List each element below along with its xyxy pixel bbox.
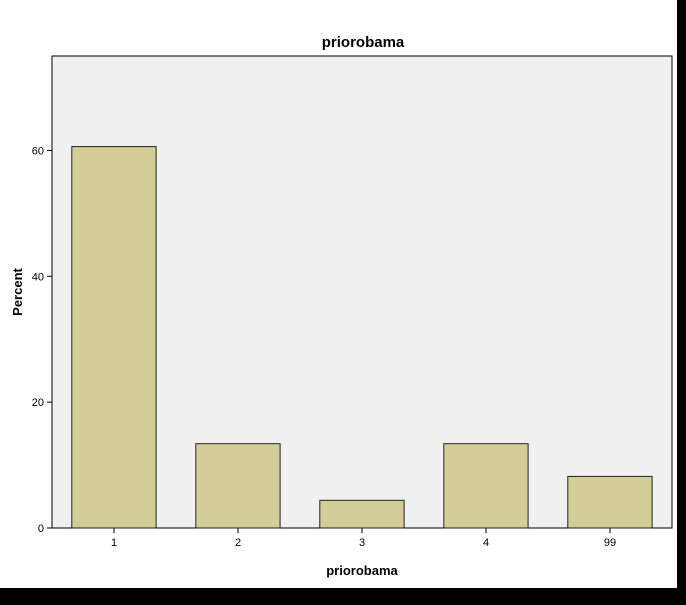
x-tick-label: 99 — [604, 537, 616, 549]
bar-2 — [195, 443, 281, 529]
y-axis-label: Percent — [10, 267, 25, 315]
bar-chart: priorobama 0 20 40 60 1 2 3 4 99 Percent prioro… — [10, 34, 673, 578]
x-axis-label: priorobama — [326, 563, 398, 578]
y-axis-ticks: 0 20 40 60 — [32, 145, 52, 535]
bar-3 — [319, 499, 405, 529]
bar-1 — [71, 146, 157, 529]
bar-4 — [443, 443, 529, 529]
y-tick-label: 60 — [32, 145, 44, 157]
bar-99 — [567, 475, 653, 529]
y-tick-label: 40 — [32, 271, 44, 283]
bars — [71, 146, 653, 529]
y-tick-label: 20 — [32, 397, 44, 409]
x-tick-label: 3 — [359, 537, 365, 549]
x-axis-ticks: 1 2 3 4 99 — [111, 528, 616, 549]
chart-title: priorobama — [322, 34, 405, 51]
chart-frame: priorobama 0 20 40 60 1 2 3 4 99 Percent prioro… — [0, 0, 677, 588]
x-tick-label: 4 — [483, 537, 489, 549]
x-tick-label: 2 — [235, 537, 241, 549]
x-tick-label: 1 — [111, 537, 117, 549]
y-tick-label: 0 — [38, 523, 44, 535]
